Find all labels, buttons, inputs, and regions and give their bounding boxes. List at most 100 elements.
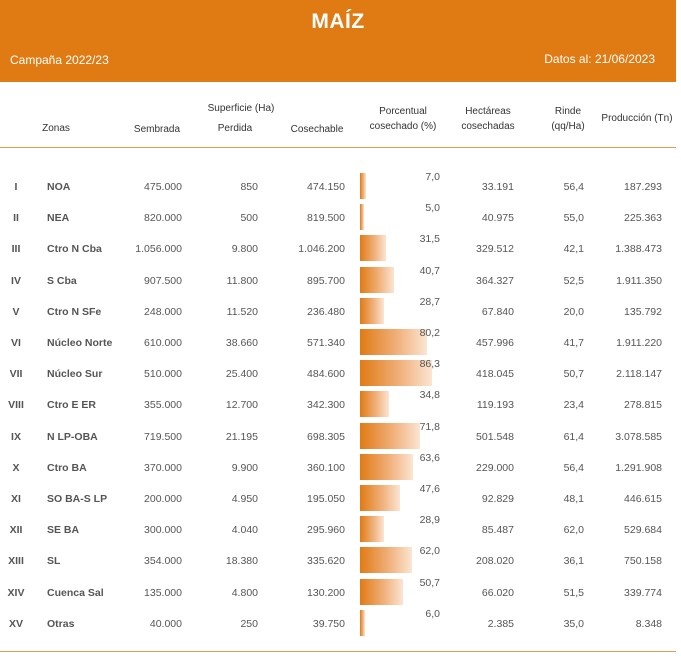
table-row: XIII SL 354.000 18.380 335.620 62,0 208.020 36,… (0, 544, 676, 575)
zone-name: SE BA (47, 524, 80, 537)
hectareas-value: 85.487 (481, 524, 514, 537)
rinde-value: 61,4 (563, 430, 584, 443)
cosechable-value: 360.100 (307, 461, 345, 474)
rinde-value: 36,1 (563, 555, 584, 568)
produccion-value: 2.118.147 (616, 368, 662, 381)
cosechable-value: 335.620 (307, 555, 345, 568)
produccion-value: 529.684 (624, 524, 662, 537)
perdida-value: 850 (240, 181, 258, 193)
header-banner: MAÍZ Campaña 2022/23 Datos al: 21/06/202… (0, 0, 676, 82)
pct-bar (360, 235, 387, 262)
porcentual-header-line2: cosechado (%) (369, 121, 437, 132)
perdida-value: 18.380 (225, 555, 258, 568)
sembrada-value: 354.000 (144, 555, 182, 568)
pct-label: 7,0 (425, 171, 440, 183)
zone-name: Ctro BA (47, 461, 87, 474)
perdida-header: Perdida (217, 123, 253, 134)
produccion-value: 3.078.585 (615, 430, 662, 443)
cosechable-value: 484.600 (307, 368, 345, 381)
perdida-value: 11.520 (226, 305, 258, 318)
produccion-value: 8.348 (635, 617, 662, 630)
cosechable-value: 474.150 (307, 181, 345, 193)
zonas-header: Zonas (42, 123, 70, 134)
pct-label: 62,0 (419, 545, 440, 558)
rinde-value: 35,0 (563, 617, 584, 630)
table-row: I NOA 475.000 850 474.150 7,0 33.191 56,4 187.29… (0, 170, 676, 201)
sembrada-value: 135.000 (144, 586, 182, 599)
table-row: XI SO BA-S LP 200.000 4.950 195.050 47,6 92.82… (0, 482, 676, 513)
cosechable-value: 895.700 (307, 274, 345, 287)
zone-number: I (14, 181, 18, 193)
campaign-label: Campaña 2022/23 (10, 53, 109, 67)
rinde-value: 23,4 (563, 399, 584, 412)
pct-bar (360, 453, 414, 480)
pct-label: 80,2 (419, 327, 440, 339)
perdida-value: 11.800 (226, 274, 258, 287)
pct-bar (360, 391, 390, 418)
zone-name: NOA (47, 181, 71, 193)
pct-label: 50,7 (419, 576, 440, 589)
cosechable-value: 195.050 (307, 493, 345, 505)
sembrada-value: 475.000 (144, 181, 182, 193)
rinde-value: 20,0 (563, 305, 584, 318)
pct-bar (360, 547, 413, 574)
perdida-value: 21.195 (225, 430, 258, 443)
pct-label: 86,3 (419, 358, 440, 371)
hectareas-value: 229.000 (476, 461, 514, 474)
sembrada-value: 200.000 (144, 493, 182, 505)
pct-bar (360, 516, 385, 543)
rinde-value: 51,5 (563, 586, 584, 599)
zone-number: V (12, 305, 20, 318)
cosechable-value: 571.340 (307, 337, 345, 349)
pct-bar (360, 173, 366, 199)
pct-bar (360, 485, 400, 511)
zone-name: Núcleo Norte (47, 337, 113, 349)
sembrada-value: 370.000 (144, 461, 182, 474)
hectareas-value: 501.548 (476, 430, 514, 443)
pct-bar (360, 609, 366, 636)
date-label: Datos al: 21/06/2023 (544, 52, 655, 66)
produccion-value: 339.774 (624, 586, 662, 599)
cosechable-value: 236.480 (307, 305, 345, 318)
cosechable-value: 698.305 (307, 430, 345, 443)
pct-bar (360, 422, 421, 449)
rinde-header-line1: Rinde (554, 106, 582, 117)
pct-bar (360, 204, 365, 231)
sembrada-value: 248.000 (144, 305, 182, 318)
pct-bar (360, 360, 433, 387)
produccion-value: 1.911.350 (616, 274, 662, 287)
perdida-value: 500 (240, 212, 258, 225)
hectareas-value: 66.020 (481, 586, 514, 599)
pct-label: 47,6 (419, 483, 440, 495)
cosechable-value: 1.046.200 (298, 243, 345, 256)
rinde-value: 52,5 (563, 274, 584, 287)
pct-label: 28,9 (419, 514, 440, 527)
zone-name: SL (47, 555, 61, 568)
sembrada-value: 355.000 (144, 399, 182, 412)
table-row: VIII Ctro E ER 355.000 12.700 342.300 34,8 119… (0, 388, 676, 419)
rinde-value: 56,4 (563, 461, 584, 474)
rinde-value: 62,0 (563, 524, 584, 537)
perdida-value: 4.040 (231, 524, 258, 537)
zone-number: XV (8, 617, 23, 630)
perdida-value: 12.700 (225, 399, 258, 412)
produccion-value: 1.291.908 (615, 461, 662, 474)
perdida-value: 25.400 (225, 368, 258, 381)
cosechable-value: 130.200 (307, 586, 345, 599)
rinde-value: 50,7 (563, 368, 584, 381)
pct-label: 31,5 (419, 233, 440, 246)
produccion-value: 750.158 (624, 555, 662, 568)
hectareas-value: 208.020 (476, 555, 514, 568)
produccion-value: 278.815 (624, 399, 662, 412)
rinde-value: 56,4 (563, 181, 584, 193)
produccion-value: 187.293 (624, 181, 662, 193)
hectareas-value: 457.996 (476, 337, 514, 349)
zone-number: XII (9, 524, 23, 537)
perdida-value: 38.660 (225, 337, 258, 349)
porcentual-header-line1: Porcentual (379, 106, 427, 117)
table-row: VII Núcleo Sur 510.000 25.400 484.600 86,3 418… (0, 357, 676, 388)
zone-name: S Cba (47, 274, 77, 287)
pct-bar (360, 329, 428, 355)
pct-label: 71,8 (419, 420, 440, 433)
pct-label: 6,0 (425, 607, 440, 620)
